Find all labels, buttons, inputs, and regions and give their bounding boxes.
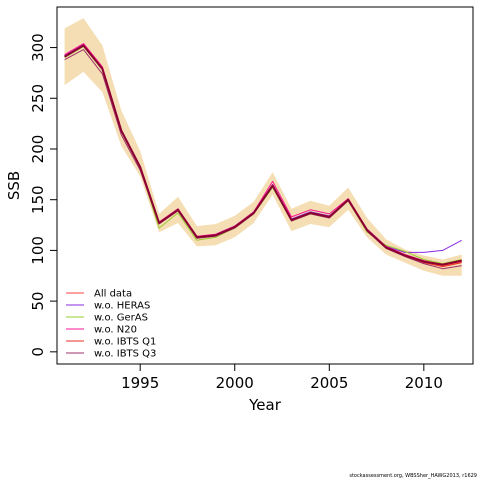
y-tick-label: 250 xyxy=(29,84,47,113)
y-tick-label: 150 xyxy=(29,185,47,214)
series-line-all-data xyxy=(64,45,462,267)
plot-frame xyxy=(56,6,474,365)
legend-label: w.o. N20 xyxy=(94,325,137,336)
y-axis: 0 50 100 150 200 250 300 xyxy=(29,33,57,357)
x-tick-label: 1995 xyxy=(121,374,159,392)
legend-label: w.o. IBTS Q3 xyxy=(94,349,156,360)
confidence-band-area xyxy=(64,18,462,276)
series-lines xyxy=(64,43,462,270)
y-tick-label: 100 xyxy=(29,236,47,265)
series-line-w-o-n20 xyxy=(64,43,462,266)
confidence-band xyxy=(64,18,462,276)
legend-label: w.o. GerAS xyxy=(94,313,148,324)
x-tick-label: 2005 xyxy=(310,374,348,392)
series-line-w-o-ibts-q1 xyxy=(64,45,462,268)
y-tick-label: 300 xyxy=(29,33,47,62)
series-line-w-o-ibts-q3 xyxy=(64,49,462,270)
y-axis-title: SSB xyxy=(5,171,23,200)
x-tick-label: 2010 xyxy=(405,374,443,392)
legend-label: All data xyxy=(94,289,132,300)
y-tick-label: 50 xyxy=(29,292,47,311)
series-line-main-estimate xyxy=(64,44,462,266)
x-axis: 1995 2000 2005 2010 xyxy=(121,364,443,392)
y-tick-label: 0 xyxy=(29,347,47,357)
y-tick-label: 200 xyxy=(29,135,47,164)
legend-label: w.o. IBTS Q1 xyxy=(94,337,156,348)
legend-label: w.o. HERAS xyxy=(94,301,150,312)
series-line-w-o-geras xyxy=(64,46,462,265)
footer-credit: stockassessment.org, WBSSher_HAWG2013, r… xyxy=(349,473,477,479)
x-axis-title: Year xyxy=(248,396,282,414)
x-tick-label: 2000 xyxy=(216,374,254,392)
